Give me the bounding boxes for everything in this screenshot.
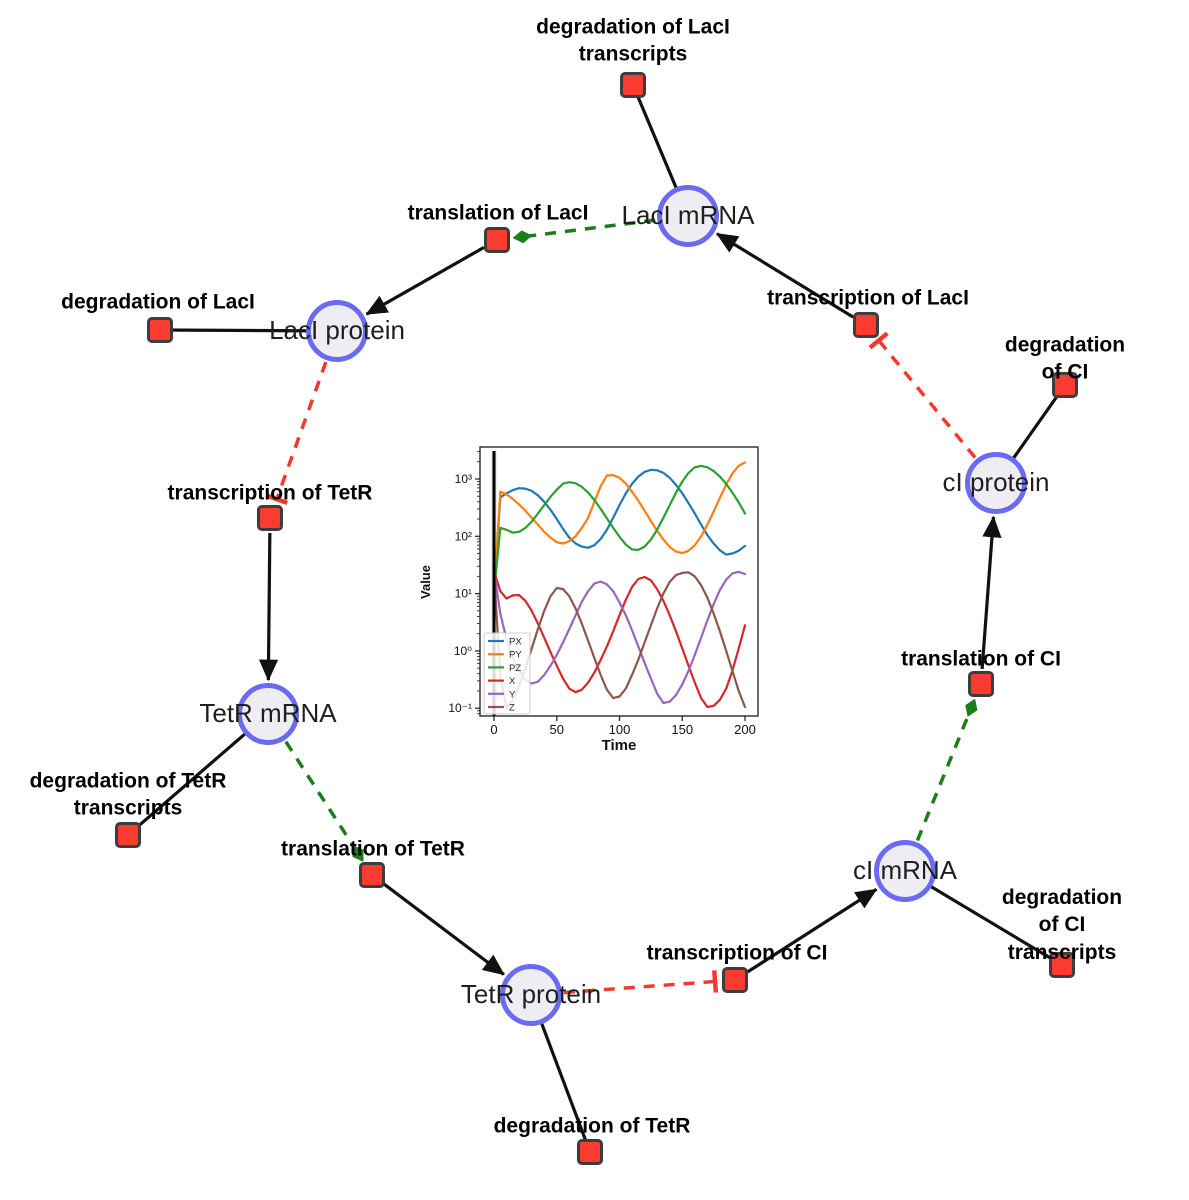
legend-label-Z: Z [509, 703, 515, 714]
series-line-Z [492, 569, 747, 710]
legend-label-X: X [509, 676, 516, 687]
x-tick-label: 200 [734, 722, 756, 737]
series-line-PZ [492, 464, 747, 595]
edge-plain-tetr-protein-to-deg-tetr [529, 994, 592, 1153]
y-tick-label: 10⁻¹ [448, 701, 472, 715]
x-tick-label: 50 [550, 722, 564, 737]
edge-plain-laci-protein-to-deg-laci [159, 328, 338, 333]
series-line-Y [492, 569, 747, 705]
edge-inhibition-tetr-protein-to-transcr-ci [563, 970, 719, 995]
plot-legend-box [483, 632, 531, 715]
edge-activation-ci-mrna-to-transl-ci [915, 698, 978, 842]
edge-arrow-transl-tetr-to-tetr-protein [383, 882, 505, 976]
edge-activation-tetr-mrna-to-transl-tetr [284, 740, 364, 862]
edge-arrow-transcr-laci-to-laci-mrna [715, 232, 855, 319]
x-tick-label: 100 [609, 722, 631, 737]
edge-activation-laci-mrna-to-transl-laci [512, 218, 656, 244]
series-line-X [492, 569, 747, 709]
legend-label-Y: Y [509, 689, 516, 700]
x-tick-label: 0 [490, 722, 497, 737]
timeseries-plot: 10³ 10² 10¹ 10⁰ 10⁻¹ 0 50 100 150 200 PX PY PZ XYZ Ti… [418, 446, 759, 754]
edge-plain-ci-mrna-to-deg-ci-transcripts [904, 869, 1063, 967]
edge-arrow-transcr-tetr-to-tetr-mrna [258, 532, 279, 682]
y-tick-label: 10¹ [455, 587, 472, 601]
y-tick-label: 10³ [455, 472, 472, 486]
edge-arrow-transl-laci-to-laci-protein [365, 246, 485, 316]
edge-inhibition-ci-protein-to-transcr-laci [868, 331, 977, 459]
edge-inhibition-laci-protein-to-transcr-tetr [265, 361, 328, 506]
series-line-PY [492, 461, 747, 595]
plot-xlabel: Time [602, 737, 637, 754]
edge-plain-laci-mrna-to-deg-laci-transcripts [631, 84, 690, 217]
edge-plain-tetr-mrna-to-deg-tetr-transcripts [126, 712, 270, 837]
series-line-PX [492, 468, 747, 595]
edge-plain-ci-protein-to-deg-ci [994, 384, 1067, 484]
y-tick-label: 10⁰ [454, 644, 472, 658]
plot-ylabel: Value [420, 565, 433, 599]
legend-label-PX: PX [509, 637, 522, 648]
edge-arrow-transl-ci-to-ci-protein [980, 515, 1002, 670]
edge-arrow-transcr-ci-to-ci-mrna [746, 888, 878, 974]
y-tick-label: 10² [455, 529, 472, 543]
legend-label-PY: PY [509, 650, 522, 661]
x-tick-label: 150 [671, 722, 693, 737]
legend-label-PZ: PZ [509, 663, 521, 674]
timeseries-plot-inset: 10³ 10² 10¹ 10⁰ 10⁻¹ 0 50 100 150 200 PX PY PZ X Y Z Ti… [418, 428, 772, 768]
